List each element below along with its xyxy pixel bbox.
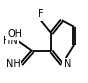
Text: OH: OH — [7, 29, 22, 39]
Text: HN: HN — [3, 37, 18, 46]
Text: NH: NH — [6, 59, 20, 69]
Text: F: F — [38, 9, 44, 20]
Text: N: N — [64, 59, 71, 69]
